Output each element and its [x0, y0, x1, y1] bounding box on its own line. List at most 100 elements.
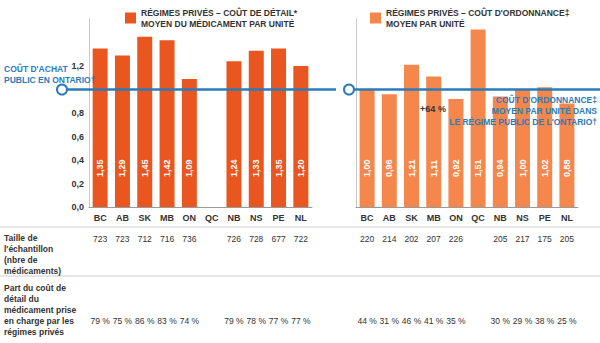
- svg-text:SK: SK: [405, 213, 418, 223]
- svg-text:25 %: 25 %: [557, 316, 577, 326]
- svg-text:723: 723: [115, 234, 129, 244]
- svg-text:NS: NS: [250, 213, 263, 223]
- svg-text:202: 202: [404, 234, 418, 244]
- svg-text:Part du coût de: Part du coût de: [4, 283, 66, 293]
- svg-text:MOYEN DU MÉDICAMENT PAR UNITÉ: MOYEN DU MÉDICAMENT PAR UNITÉ: [141, 19, 295, 29]
- svg-text:BC: BC: [94, 213, 107, 223]
- svg-text:SK: SK: [138, 213, 151, 223]
- svg-text:BC: BC: [361, 213, 374, 223]
- svg-text:COÛT D'ACHAT: COÛT D'ACHAT: [4, 63, 69, 74]
- svg-text:MOYEN PAR UNITÉ: MOYEN PAR UNITÉ: [386, 19, 465, 29]
- svg-text:1,00: 1,00: [362, 159, 372, 177]
- svg-text:0,2: 0,2: [71, 179, 84, 189]
- svg-text:médicaments): médicaments): [4, 266, 61, 276]
- svg-text:728: 728: [249, 234, 263, 244]
- svg-text:74 %: 74 %: [180, 316, 200, 326]
- svg-text:NL: NL: [561, 213, 573, 223]
- svg-text:régimes privés: régimes privés: [4, 327, 64, 337]
- svg-text:1,20: 1,20: [296, 159, 306, 177]
- svg-text:38 %: 38 %: [535, 316, 555, 326]
- svg-text:736: 736: [182, 234, 196, 244]
- svg-text:QC: QC: [471, 213, 485, 223]
- svg-text:0,0: 0,0: [71, 202, 84, 212]
- svg-text:712: 712: [138, 234, 152, 244]
- svg-text:médicament prise: médicament prise: [4, 305, 77, 315]
- svg-text:RÉGIMES PRIVÉS – COÛT D'ORDONN: RÉGIMES PRIVÉS – COÛT D'ORDONNANCE‡: [386, 7, 570, 18]
- svg-text:1,33: 1,33: [251, 159, 261, 177]
- svg-text:30 %: 30 %: [491, 316, 511, 326]
- svg-text:220: 220: [360, 234, 374, 244]
- svg-text:1,02: 1,02: [540, 159, 550, 177]
- svg-text:31 %: 31 %: [380, 316, 400, 326]
- svg-text:1,11: 1,11: [429, 160, 439, 177]
- svg-text:75 %: 75 %: [113, 316, 133, 326]
- svg-text:41 %: 41 %: [424, 316, 444, 326]
- svg-text:86 %: 86 %: [135, 316, 155, 326]
- svg-text:0,4: 0,4: [71, 155, 84, 165]
- svg-text:QC: QC: [205, 213, 219, 223]
- svg-text:1,35: 1,35: [274, 159, 284, 177]
- svg-text:217: 217: [515, 234, 529, 244]
- svg-text:(nbre de: (nbre de: [4, 255, 38, 265]
- svg-text:0,6: 0,6: [71, 132, 84, 142]
- svg-text:COÛT D'ORDONNANCE‡: COÛT D'ORDONNANCE‡: [496, 94, 597, 105]
- svg-text:Taille de: Taille de: [4, 233, 38, 243]
- svg-text:79 %: 79 %: [90, 316, 110, 326]
- svg-text:44 %: 44 %: [357, 316, 377, 326]
- svg-text:1,42: 1,42: [162, 159, 172, 177]
- svg-text:1,29: 1,29: [117, 159, 127, 177]
- svg-text:1,35: 1,35: [95, 159, 105, 177]
- svg-text:MB: MB: [427, 213, 441, 223]
- svg-text:1,45: 1,45: [140, 159, 150, 177]
- svg-text:MB: MB: [160, 213, 174, 223]
- svg-text:1,24: 1,24: [229, 159, 239, 177]
- svg-text:726: 726: [227, 234, 241, 244]
- svg-text:722: 722: [294, 234, 308, 244]
- svg-text:205: 205: [560, 234, 574, 244]
- svg-text:1,51: 1,51: [473, 159, 483, 177]
- svg-text:214: 214: [382, 234, 396, 244]
- svg-text:0,8: 0,8: [71, 108, 84, 118]
- svg-text:NL: NL: [295, 213, 307, 223]
- svg-text:83 %: 83 %: [157, 316, 177, 326]
- svg-text:détail du: détail du: [4, 294, 39, 304]
- svg-text:1,09: 1,09: [184, 159, 194, 177]
- svg-text:207: 207: [427, 234, 441, 244]
- svg-text:ON: ON: [183, 213, 197, 223]
- svg-text:+64 %: +64 %: [420, 104, 446, 114]
- svg-text:723: 723: [93, 234, 107, 244]
- svg-text:MOYEN PAR UNITÉ DANS: MOYEN PAR UNITÉ DANS: [492, 106, 597, 116]
- svg-text:716: 716: [160, 234, 174, 244]
- svg-text:AB: AB: [116, 213, 129, 223]
- svg-text:677: 677: [271, 234, 285, 244]
- svg-text:PE: PE: [273, 213, 285, 223]
- svg-text:205: 205: [493, 234, 507, 244]
- svg-text:77 %: 77 %: [269, 316, 289, 326]
- svg-text:LE RÉGIME PUBLIC DE L'ONTARIO†: LE RÉGIME PUBLIC DE L'ONTARIO†: [449, 117, 597, 127]
- svg-text:AB: AB: [383, 213, 396, 223]
- svg-text:77 %: 77 %: [291, 316, 311, 326]
- svg-text:PE: PE: [539, 213, 551, 223]
- svg-text:78 %: 78 %: [247, 316, 267, 326]
- svg-text:46 %: 46 %: [402, 316, 422, 326]
- svg-text:0,88: 0,88: [562, 159, 572, 177]
- svg-text:NB: NB: [494, 213, 507, 223]
- svg-text:l'échantillon: l'échantillon: [4, 244, 53, 254]
- svg-text:175: 175: [538, 234, 552, 244]
- svg-text:226: 226: [449, 234, 463, 244]
- svg-text:ON: ON: [449, 213, 463, 223]
- svg-text:NB: NB: [227, 213, 240, 223]
- svg-text:1,21: 1,21: [407, 159, 417, 177]
- svg-text:1,00: 1,00: [518, 159, 528, 177]
- svg-text:PUBLIC EN ONTARIO†: PUBLIC EN ONTARIO†: [4, 75, 96, 85]
- svg-text:0,94: 0,94: [495, 159, 505, 177]
- svg-text:35 %: 35 %: [446, 316, 466, 326]
- svg-text:0,96: 0,96: [384, 159, 394, 177]
- svg-text:NS: NS: [516, 213, 529, 223]
- svg-text:RÉGIMES PRIVÉS – COÛT DE DÉTAI: RÉGIMES PRIVÉS – COÛT DE DÉTAIL*: [141, 7, 298, 18]
- svg-text:29 %: 29 %: [513, 316, 533, 326]
- svg-text:0,92: 0,92: [451, 159, 461, 177]
- svg-text:1,2: 1,2: [71, 61, 84, 71]
- svg-text:79 %: 79 %: [224, 316, 244, 326]
- svg-text:en charge par les: en charge par les: [4, 316, 74, 326]
